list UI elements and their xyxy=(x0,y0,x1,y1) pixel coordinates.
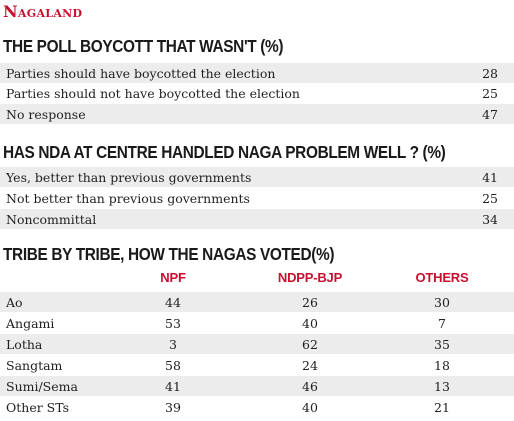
tribe-name: Angami xyxy=(6,315,55,331)
section-3-title: TRIBE BY TRIBE, HOW THE NAGAS VOTED(%) xyxy=(3,244,335,264)
ndpp-bjp-value: 40 xyxy=(302,399,318,415)
row-value: 47 xyxy=(482,106,498,122)
row-label: Noncommittal xyxy=(6,211,97,227)
row-value: 28 xyxy=(482,65,498,81)
npf-value: 58 xyxy=(165,357,181,373)
table-row: Other STs 39 40 21 xyxy=(0,397,514,417)
tribe-name: Sumi/Sema xyxy=(6,378,78,394)
section-2-title: HAS NDA AT CENTRE HANDLED NAGA PROBLEM W… xyxy=(3,142,446,162)
row-value: 41 xyxy=(482,169,498,185)
others-value: 30 xyxy=(434,294,450,310)
ndpp-bjp-value: 26 xyxy=(302,294,318,310)
others-value: 18 xyxy=(434,357,450,373)
tribe-name: Sangtam xyxy=(6,357,63,373)
table-row: Lotha 3 62 35 xyxy=(0,334,514,354)
npf-value: 39 xyxy=(165,399,181,415)
row-label: Parties should not have boycotted the el… xyxy=(6,85,300,101)
others-value: 35 xyxy=(434,336,450,352)
npf-value: 3 xyxy=(169,336,177,352)
section-2-row: Yes, better than previous governments 41 xyxy=(0,167,514,187)
ndpp-bjp-value: 46 xyxy=(302,378,318,394)
row-value: 25 xyxy=(482,85,498,101)
row-value: 25 xyxy=(482,190,498,206)
others-value: 13 xyxy=(434,378,450,394)
tribe-name: Lotha xyxy=(6,336,43,352)
row-label: Parties should have boycotted the electi… xyxy=(6,65,276,81)
row-value: 34 xyxy=(482,211,498,227)
region-kicker: Nagaland xyxy=(3,2,83,21)
row-label: No response xyxy=(6,106,86,122)
row-label: Yes, better than previous governments xyxy=(6,169,252,185)
table-row: Sangtam 58 24 18 xyxy=(0,355,514,375)
section-2-row: Noncommittal 34 xyxy=(0,209,514,229)
ndpp-bjp-value: 24 xyxy=(302,357,318,373)
npf-value: 53 xyxy=(165,315,181,331)
others-value: 21 xyxy=(434,399,450,415)
others-value: 7 xyxy=(438,315,446,331)
ndpp-bjp-value: 40 xyxy=(302,315,318,331)
section-1-row: Parties should not have boycotted the el… xyxy=(0,83,514,103)
row-label: Not better than previous governments xyxy=(6,190,250,206)
column-header-others: OTHERS xyxy=(415,270,469,285)
npf-value: 44 xyxy=(165,294,181,310)
table-row: Sumi/Sema 41 46 13 xyxy=(0,376,514,396)
table-row: Ao 44 26 30 xyxy=(0,292,514,312)
section-1-title: THE POLL BOYCOTT THAT WASN'T (%) xyxy=(3,36,284,56)
section-1-row: No response 47 xyxy=(0,104,514,124)
section-2-row: Not better than previous governments 25 xyxy=(0,188,514,208)
column-header-ndpp-bjp: NDPP-BJP xyxy=(277,270,343,285)
tribe-name: Ao xyxy=(6,294,23,310)
table-row: Angami 53 40 7 xyxy=(0,313,514,333)
section-1-row: Parties should have boycotted the electi… xyxy=(0,63,514,83)
column-header-npf: NPF xyxy=(160,270,186,285)
tribe-name: Other STs xyxy=(6,399,70,415)
npf-value: 41 xyxy=(165,378,181,394)
ndpp-bjp-value: 62 xyxy=(302,336,318,352)
